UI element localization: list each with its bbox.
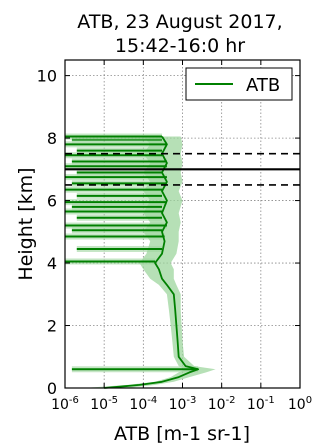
y-tick-label: 4: [47, 254, 57, 273]
y-tick-label: 2: [47, 317, 57, 336]
x-tick-label: 10-6: [51, 395, 79, 413]
reference-lines: [65, 152, 300, 186]
chart-title-line1: ATB, 23 August 2017,: [77, 11, 282, 33]
x-tick-label: 100: [288, 395, 312, 413]
legend: ATB: [185, 67, 293, 101]
legend-box: [185, 67, 293, 101]
x-tick-label: 10-3: [169, 395, 197, 413]
atb-series: [104, 136, 199, 389]
x-tick-label: 10-5: [90, 395, 118, 413]
y-axis-label: Height [km]: [15, 167, 37, 280]
x-axis-label: ATB [m-1 sr-1]: [114, 423, 250, 445]
y-tick-label: 10: [37, 67, 57, 86]
atb-line: [104, 136, 199, 389]
x-axis-ticks: 10-6 10-5 10-4 10-3 10-2 10-1 100: [51, 60, 312, 413]
chart-title-line2: 15:42-16:0 hr: [115, 35, 245, 57]
profile-spikes: [65, 133, 199, 373]
y-tick-label: 0: [47, 379, 57, 398]
x-tick-label: 10-4: [129, 395, 157, 413]
x-tick-label: 10-1: [247, 395, 275, 413]
y-tick-label: 6: [47, 192, 57, 211]
legend-label-atb: ATB: [246, 75, 280, 96]
x-tick-label: 10-2: [208, 395, 236, 413]
y-axis-ticks: 0 2 4 6 8 10: [37, 67, 300, 398]
y-tick-label: 8: [47, 129, 57, 148]
